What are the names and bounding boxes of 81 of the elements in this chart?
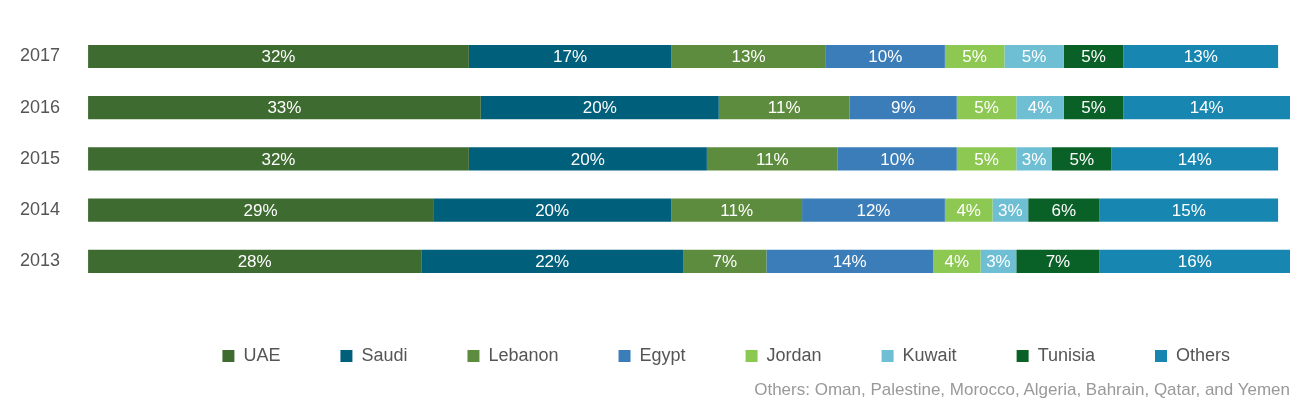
bar	[766, 249, 933, 273]
bar	[88, 249, 422, 273]
data-label: 4%	[956, 200, 981, 220]
bar	[837, 147, 957, 171]
data-label: 14%	[1177, 149, 1212, 169]
data-label: 3%	[1021, 149, 1047, 169]
data-label: 12%	[856, 200, 891, 220]
data-label: 14%	[832, 252, 867, 272]
y-tick-label: 2017	[20, 45, 61, 66]
data-label: 15%	[1171, 200, 1206, 220]
data-label: 5%	[1069, 149, 1095, 169]
bar	[88, 96, 481, 120]
bar	[88, 198, 434, 222]
bar	[802, 198, 945, 222]
bar	[1016, 249, 1100, 273]
legend-label: Kuwait	[902, 344, 957, 365]
bar	[1111, 147, 1279, 171]
legend-label: Tunisia	[1037, 344, 1096, 365]
data-label: 33%	[267, 98, 302, 118]
data-label: 11%	[767, 98, 801, 118]
data-label: 13%	[1183, 47, 1218, 67]
data-label: 5%	[1081, 47, 1106, 67]
data-label: 5%	[974, 98, 999, 118]
bar	[1123, 44, 1279, 68]
bar	[683, 249, 767, 273]
data-label: 9%	[890, 98, 916, 118]
data-label: 29%	[243, 200, 278, 220]
data-label: 7%	[1045, 252, 1071, 272]
bar	[468, 44, 672, 68]
data-label: 10%	[880, 149, 915, 169]
data-label: 20%	[582, 98, 617, 118]
data-label: 20%	[535, 200, 570, 220]
bar	[468, 147, 707, 171]
bar	[849, 96, 957, 120]
bar	[706, 147, 838, 171]
bar	[1099, 198, 1279, 222]
data-label: 11%	[755, 149, 789, 169]
bar	[88, 147, 469, 171]
bar	[433, 198, 672, 222]
legend-label: Lebanon	[488, 344, 559, 365]
data-label: 10%	[868, 47, 903, 67]
bar	[718, 96, 850, 120]
bar	[825, 44, 945, 68]
data-label: 7%	[712, 252, 738, 272]
legend-label: UAE	[243, 344, 281, 365]
bar	[671, 44, 826, 68]
data-label: 5%	[1081, 98, 1106, 118]
data-label: 22%	[535, 252, 570, 272]
legend-label: Egypt	[639, 344, 686, 365]
data-label: 20%	[570, 149, 605, 169]
data-label: 5%	[962, 47, 987, 67]
data-label: 5%	[1021, 47, 1047, 67]
legend-label: Saudi	[361, 344, 408, 365]
data-label: 4%	[1027, 98, 1053, 118]
data-label: 28%	[237, 252, 272, 272]
bar	[421, 249, 684, 273]
data-label: 5%	[974, 149, 999, 169]
data-label: 32%	[261, 149, 296, 169]
y-tick-label: 2013	[20, 250, 61, 271]
y-tick-label: 2014	[20, 199, 61, 220]
data-label: 3%	[998, 200, 1023, 220]
data-label: 6%	[1051, 200, 1077, 220]
bar	[1099, 249, 1290, 273]
data-label: 4%	[944, 252, 970, 272]
data-label: 16%	[1177, 252, 1212, 272]
bar	[88, 44, 469, 68]
data-label: 14%	[1189, 98, 1224, 118]
data-label: 17%	[553, 47, 588, 67]
bar	[1028, 198, 1100, 222]
bar	[671, 198, 803, 222]
y-tick-label: 2016	[20, 96, 61, 117]
data-label: 11%	[720, 200, 754, 220]
legend-label: Others	[1175, 344, 1231, 365]
text: Others: Oman, Palestine, Morocco, Algeria, Bahrain, Qatar, and Yemen	[754, 380, 1290, 400]
bar	[1123, 96, 1290, 120]
bar	[480, 96, 719, 120]
legend-label: Jordan	[766, 344, 822, 365]
data-label: 3%	[986, 252, 1011, 272]
y-tick-label: 2015	[20, 147, 61, 168]
data-label: 32%	[261, 47, 296, 67]
data-label: 13%	[731, 47, 766, 67]
